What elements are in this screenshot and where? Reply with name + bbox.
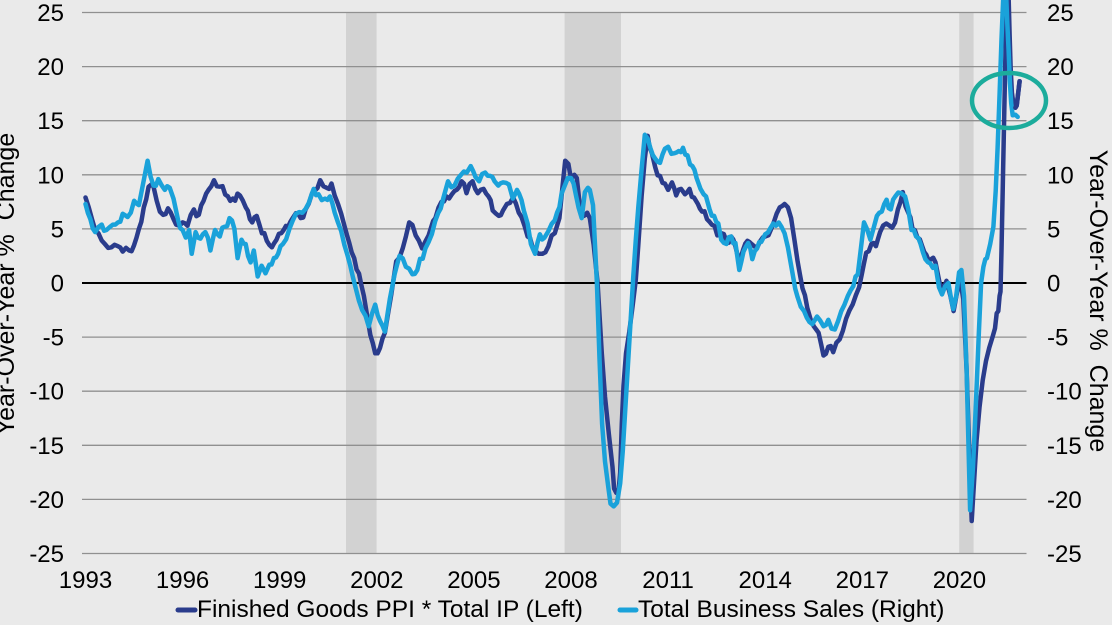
svg-text:-20: -20 <box>29 487 64 514</box>
svg-text:-5: -5 <box>43 325 64 352</box>
svg-text:Total Business Sales (Right): Total Business Sales (Right) <box>638 596 944 623</box>
svg-text:2005: 2005 <box>447 567 500 594</box>
svg-text:0: 0 <box>51 271 64 298</box>
svg-text:2020: 2020 <box>933 567 986 594</box>
svg-text:15: 15 <box>37 108 64 135</box>
svg-text:5: 5 <box>1047 216 1060 243</box>
svg-text:-10: -10 <box>1047 379 1082 406</box>
svg-text:Year-Over-Year % Change: Year-Over-Year % Change <box>1084 150 1112 453</box>
svg-text:1999: 1999 <box>253 567 306 594</box>
svg-text:-5: -5 <box>1047 325 1068 352</box>
svg-text:2011: 2011 <box>642 567 694 594</box>
svg-text:25: 25 <box>37 0 64 27</box>
svg-text:1993: 1993 <box>59 567 112 594</box>
svg-text:1996: 1996 <box>156 567 209 594</box>
svg-text:-20: -20 <box>1047 487 1082 514</box>
svg-text:5: 5 <box>51 216 64 243</box>
svg-text:2008: 2008 <box>544 567 597 594</box>
svg-text:-25: -25 <box>1047 541 1082 568</box>
svg-text:20: 20 <box>37 54 64 81</box>
svg-text:2017: 2017 <box>836 567 889 594</box>
svg-text:10: 10 <box>37 162 64 189</box>
svg-text:25: 25 <box>1047 0 1074 27</box>
svg-text:-25: -25 <box>29 541 64 568</box>
svg-text:Year-Over-Year % Change: Year-Over-Year % Change <box>0 133 20 436</box>
svg-text:-15: -15 <box>1047 433 1082 460</box>
svg-text:20: 20 <box>1047 54 1074 81</box>
svg-text:10: 10 <box>1047 162 1074 189</box>
svg-text:Finished Goods PPI * Total IP: Finished Goods PPI * Total IP (Left) <box>197 596 583 623</box>
svg-text:0: 0 <box>1047 271 1060 298</box>
svg-text:15: 15 <box>1047 108 1074 135</box>
svg-text:-15: -15 <box>29 433 64 460</box>
svg-text:2014: 2014 <box>739 567 792 594</box>
svg-text:-10: -10 <box>29 379 64 406</box>
svg-text:2002: 2002 <box>350 567 403 594</box>
